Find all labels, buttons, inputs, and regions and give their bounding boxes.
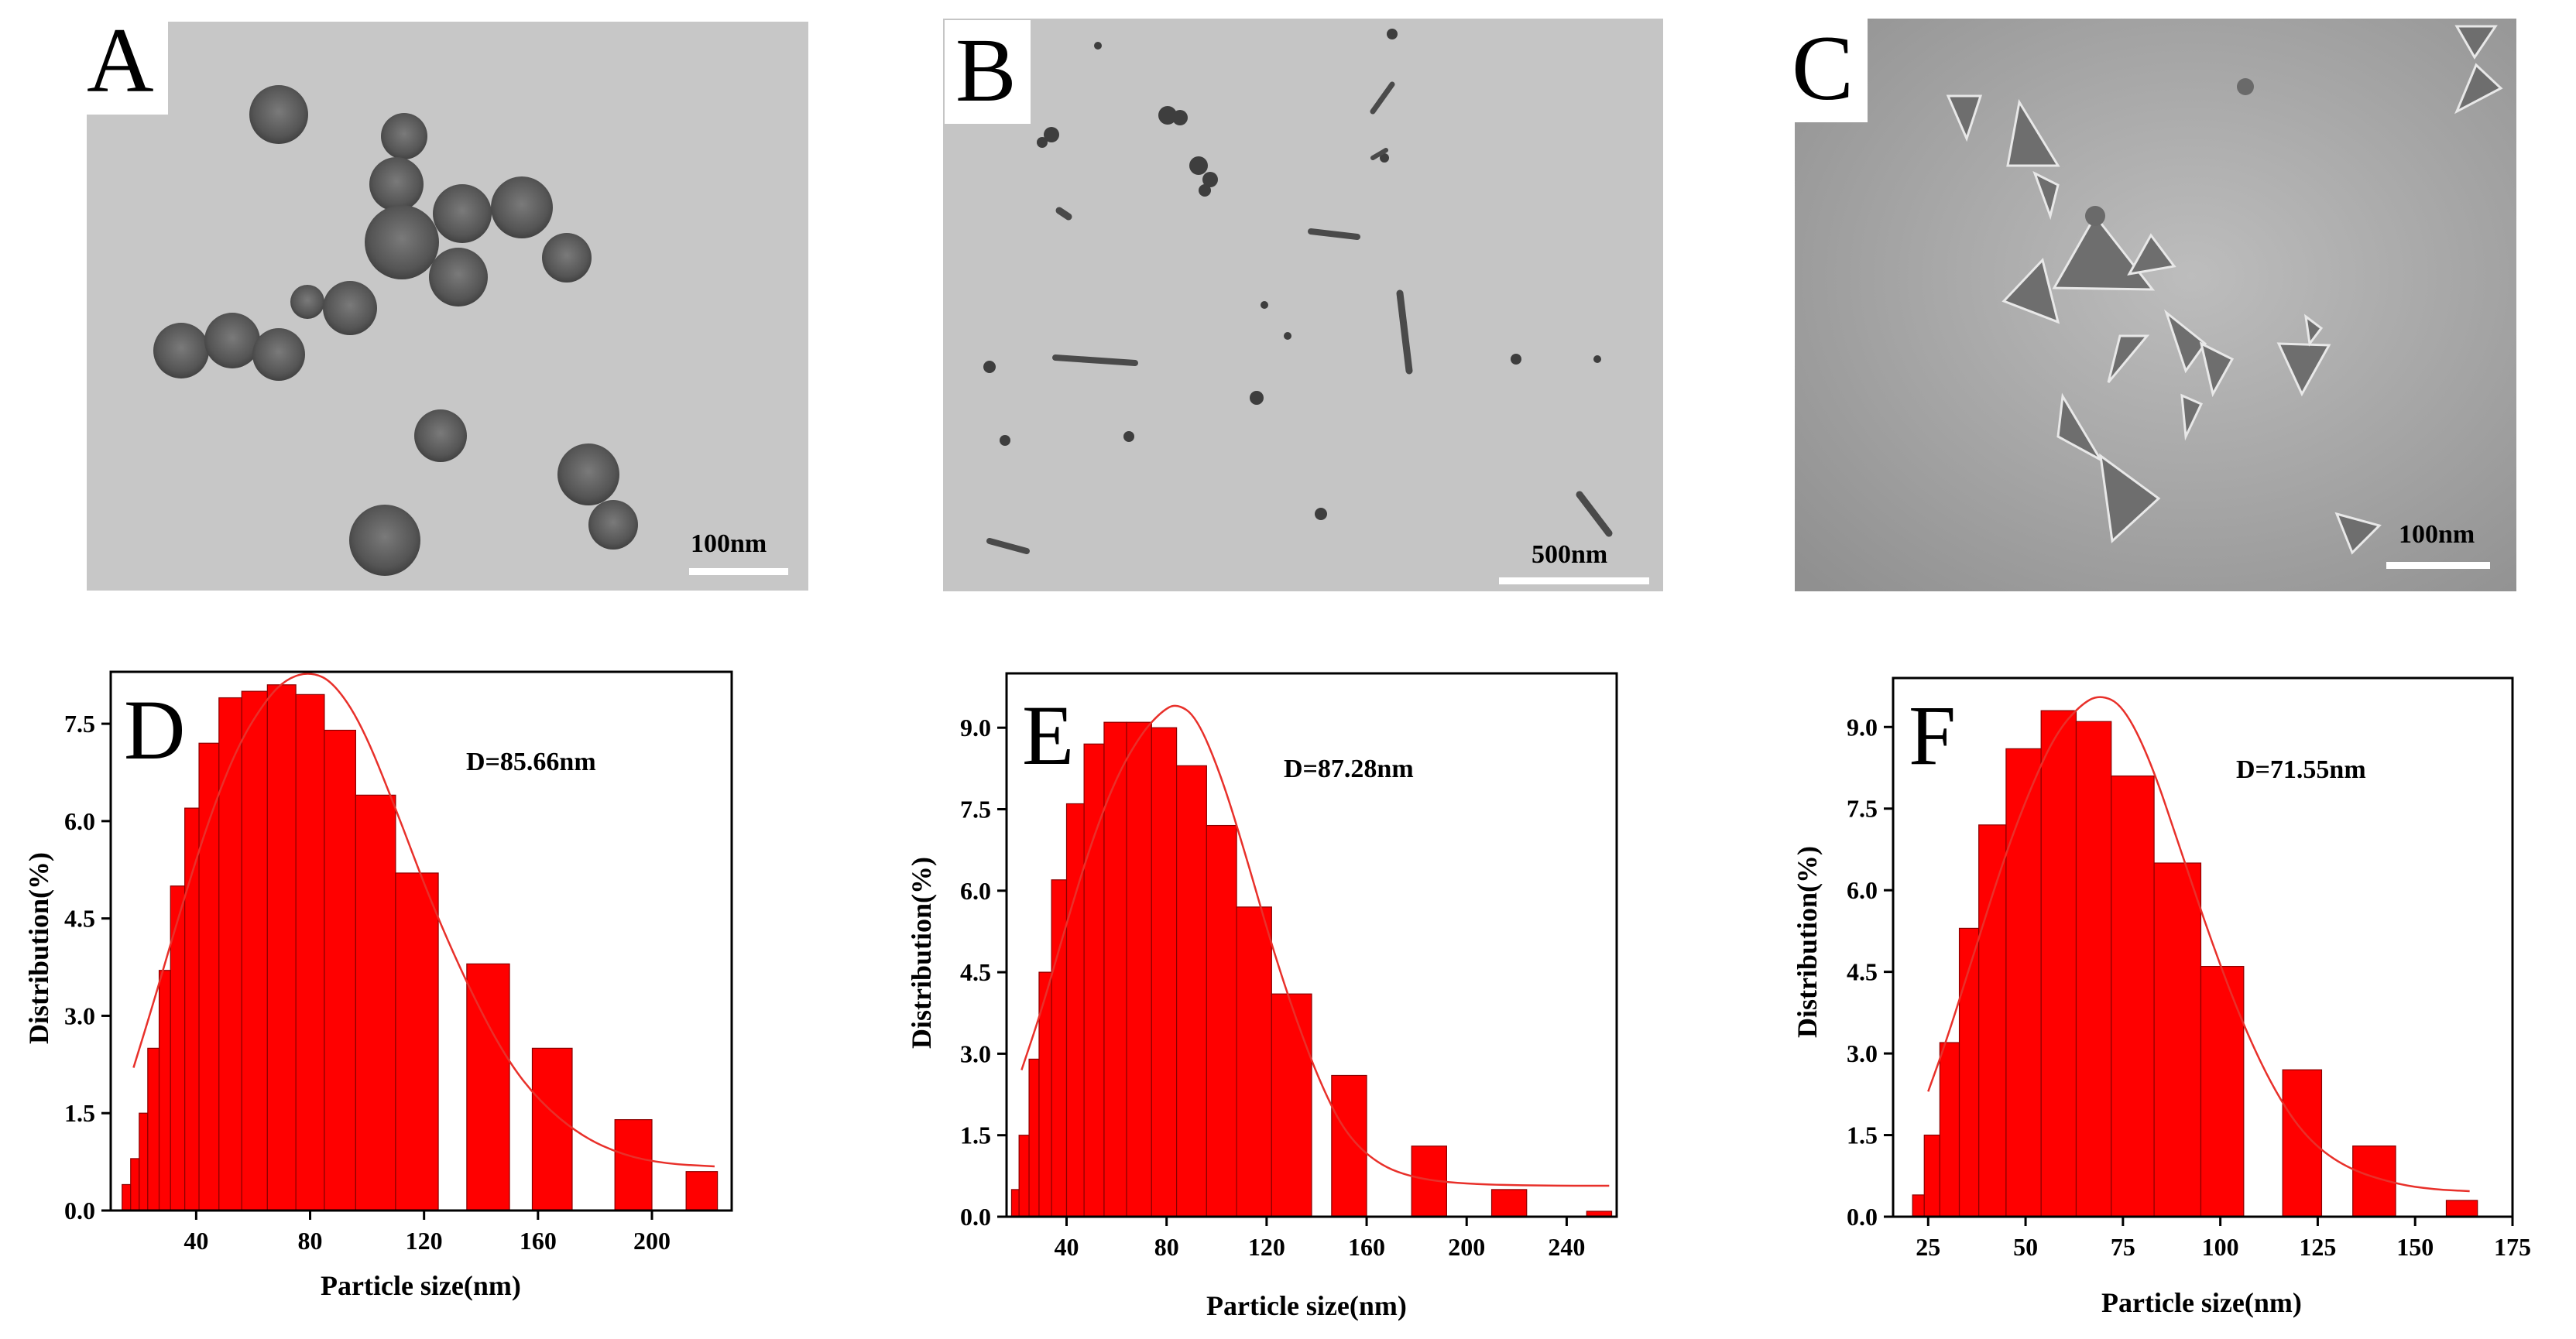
fit-curve (132, 673, 715, 1168)
chart-letter-f: F (1909, 688, 1957, 783)
x-tick-label: 150 (2396, 1233, 2434, 1261)
tem-image-a: 100nm (87, 22, 808, 591)
scale-label-b: 500nm (1532, 540, 1608, 569)
x-tick-label: 125 (2299, 1233, 2336, 1261)
x-tick-label: 175 (2494, 1233, 2531, 1261)
fit-curve (1020, 704, 1610, 1187)
scale-label-a: 100nm (691, 529, 767, 558)
y-tick-label: 4.5 (960, 958, 991, 986)
histogram-bar (1271, 993, 1312, 1217)
x-axis-label-e: Particle size(nm) (1206, 1290, 1407, 1321)
histogram-bar (395, 872, 439, 1211)
x-tick-label: 80 (298, 1227, 323, 1255)
scale-bar-c (2386, 562, 2490, 569)
x-tick-label: 50 (2013, 1233, 2038, 1261)
mean-size-annotation-f: D=71.55nm (2236, 755, 2366, 784)
x-tick-label: 40 (1055, 1233, 1079, 1261)
scale-bar-a (689, 568, 788, 575)
mean-size-annotation-d: D=85.66nm (466, 748, 596, 776)
tem-micrograph-a (87, 22, 808, 591)
histogram-bar (466, 963, 510, 1211)
y-tick-label: 4.5 (64, 905, 95, 933)
y-tick-label: 1.5 (1847, 1122, 1878, 1149)
histogram-bar (2075, 721, 2112, 1217)
y-tick-label: 9.0 (960, 714, 991, 741)
y-tick-label: 6.0 (1847, 876, 1878, 904)
scale-bar-b (1499, 577, 1649, 584)
histogram-bar (2153, 862, 2202, 1217)
y-tick-label: 7.5 (1847, 795, 1878, 823)
histogram-bar (2005, 748, 2042, 1217)
histogram-bar (1490, 1189, 1528, 1217)
chart-letter-e: E (1022, 688, 1075, 783)
x-tick-label: 160 (520, 1227, 557, 1255)
y-tick-label: 0.0 (960, 1203, 991, 1231)
x-tick-label: 100 (2202, 1233, 2239, 1261)
y-tick-label: 6.0 (960, 877, 991, 905)
histogram-bar (1939, 1042, 1960, 1217)
panel-letter-c: C (1781, 17, 1868, 122)
x-tick-label: 240 (1548, 1233, 1585, 1261)
y-tick-label: 0.0 (64, 1197, 95, 1224)
x-tick-label: 25 (1916, 1233, 1940, 1261)
tem-image-b: 500nm (943, 19, 1663, 591)
y-tick-label: 3.0 (1847, 1039, 1878, 1067)
histogram-bar (1923, 1134, 1940, 1217)
plot-frame (1892, 676, 2514, 1218)
histogram-bar (2200, 966, 2245, 1217)
x-tick-label: 120 (406, 1227, 443, 1255)
histogram-bar (1083, 743, 1105, 1217)
y-tick-label: 1.5 (64, 1099, 95, 1127)
y-tick-label: 0.0 (1847, 1203, 1878, 1231)
histogram-bar (1176, 765, 1207, 1217)
y-tick-label: 7.5 (64, 710, 95, 738)
x-axis-label-d: Particle size(nm) (321, 1270, 521, 1301)
plot-frame (1005, 672, 1618, 1218)
tem-micrograph-c (1795, 19, 2516, 591)
x-tick-label: 160 (1348, 1233, 1385, 1261)
chart-letter-d: D (124, 683, 186, 777)
y-tick-label: 3.0 (960, 1039, 991, 1067)
y-tick-label: 3.0 (64, 1002, 95, 1029)
y-tick-label: 6.0 (64, 807, 95, 835)
x-tick-label: 80 (1154, 1233, 1179, 1261)
x-axis-label-f: Particle size(nm) (2101, 1287, 2302, 1318)
y-tick-label: 7.5 (960, 796, 991, 824)
plot-frame (109, 670, 733, 1212)
fit-curve (1927, 696, 2470, 1193)
tem-micrograph-b (943, 19, 1663, 591)
x-tick-label: 75 (2111, 1233, 2135, 1261)
x-tick-label: 40 (184, 1227, 208, 1255)
y-tick-label: 4.5 (1847, 958, 1878, 986)
histogram-bar (1912, 1194, 1925, 1217)
x-tick-label: 200 (1448, 1233, 1485, 1261)
histogram-bar (2111, 775, 2155, 1217)
histogram-bar (2445, 1200, 2478, 1217)
y-axis-label-f: Distribution(%) (1792, 846, 1823, 1039)
y-tick-label: 9.0 (1847, 713, 1878, 741)
histogram-bar (531, 1047, 573, 1211)
x-tick-label: 200 (633, 1227, 671, 1255)
tem-image-c: 100nm (1795, 19, 2516, 591)
mean-size-annotation-e: D=87.28nm (1284, 755, 1414, 783)
y-tick-label: 1.5 (960, 1122, 991, 1149)
histogram-bar (1958, 927, 1980, 1217)
histogram-bar (1978, 824, 2007, 1217)
histogram-bar (685, 1171, 719, 1211)
panel-letter-a: A (76, 9, 168, 115)
histogram-bar (1331, 1074, 1367, 1217)
scale-label-c: 100nm (2399, 520, 2475, 549)
x-tick-label: 120 (1248, 1233, 1285, 1261)
histogram-bar (1206, 824, 1237, 1217)
panel-letter-b: B (945, 20, 1031, 124)
histogram-bar (2040, 710, 2077, 1217)
